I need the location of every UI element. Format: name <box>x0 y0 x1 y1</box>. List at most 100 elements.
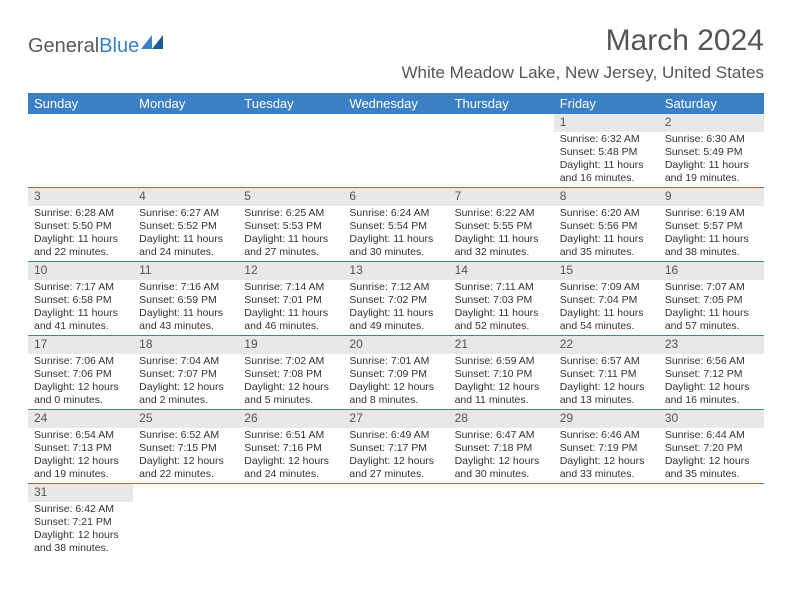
day-dl: Daylight: 12 hours and 11 minutes. <box>455 381 548 407</box>
day-sr: Sunrise: 6:22 AM <box>455 207 548 220</box>
day-dl: Daylight: 11 hours and 30 minutes. <box>349 233 442 259</box>
calendar-day-cell: .... <box>238 484 343 558</box>
day-number: 19 <box>238 336 343 354</box>
day-data: Sunrise: 6:30 AMSunset: 5:49 PMDaylight:… <box>659 132 764 188</box>
day-dl: Daylight: 12 hours and 0 minutes. <box>34 381 127 407</box>
logo-text-2: Blue <box>99 35 139 58</box>
day-ss: Sunset: 7:03 PM <box>455 294 548 307</box>
calendar-day-cell: 26Sunrise: 6:51 AMSunset: 7:16 PMDayligh… <box>238 410 343 484</box>
day-ss: Sunset: 5:54 PM <box>349 220 442 233</box>
day-number: 30 <box>659 410 764 428</box>
day-data: Sunrise: 6:28 AMSunset: 5:50 PMDaylight:… <box>28 206 133 262</box>
day-ss: Sunset: 7:10 PM <box>455 368 548 381</box>
day-dl: Daylight: 11 hours and 46 minutes. <box>244 307 337 333</box>
calendar-day-cell: 1Sunrise: 6:32 AMSunset: 5:48 PMDaylight… <box>554 114 659 188</box>
calendar-week-row: ....................1Sunrise: 6:32 AMSun… <box>28 114 764 188</box>
day-sr: Sunrise: 7:11 AM <box>455 281 548 294</box>
calendar-day-cell: 8Sunrise: 6:20 AMSunset: 5:56 PMDaylight… <box>554 188 659 262</box>
day-ss: Sunset: 7:20 PM <box>665 442 758 455</box>
day-dl: Daylight: 11 hours and 43 minutes. <box>139 307 232 333</box>
day-data: Sunrise: 7:11 AMSunset: 7:03 PMDaylight:… <box>449 280 554 336</box>
day-ss: Sunset: 7:05 PM <box>665 294 758 307</box>
day-number: 13 <box>343 262 448 280</box>
day-dl: Daylight: 11 hours and 19 minutes. <box>665 159 758 185</box>
day-number: 9 <box>659 188 764 206</box>
calendar-day-cell: 2Sunrise: 6:30 AMSunset: 5:49 PMDaylight… <box>659 114 764 188</box>
day-data: Sunrise: 6:44 AMSunset: 7:20 PMDaylight:… <box>659 428 764 484</box>
day-data: Sunrise: 6:59 AMSunset: 7:10 PMDaylight:… <box>449 354 554 410</box>
calendar-day-cell: 27Sunrise: 6:49 AMSunset: 7:17 PMDayligh… <box>343 410 448 484</box>
day-dl: Daylight: 11 hours and 38 minutes. <box>665 233 758 259</box>
calendar-week-row: 31Sunrise: 6:42 AMSunset: 7:21 PMDayligh… <box>28 484 764 558</box>
day-dl: Daylight: 11 hours and 35 minutes. <box>560 233 653 259</box>
day-ss: Sunset: 5:52 PM <box>139 220 232 233</box>
logo-text-1: General <box>28 35 99 58</box>
calendar-day-cell: 7Sunrise: 6:22 AMSunset: 5:55 PMDaylight… <box>449 188 554 262</box>
day-ss: Sunset: 5:57 PM <box>665 220 758 233</box>
day-dl: Daylight: 12 hours and 27 minutes. <box>349 455 442 481</box>
day-dl: Daylight: 11 hours and 41 minutes. <box>34 307 127 333</box>
day-number: 7 <box>449 188 554 206</box>
day-sr: Sunrise: 6:56 AM <box>665 355 758 368</box>
day-sr: Sunrise: 6:19 AM <box>665 207 758 220</box>
day-number: 8 <box>554 188 659 206</box>
day-sr: Sunrise: 6:25 AM <box>244 207 337 220</box>
calendar-day-cell: 17Sunrise: 7:06 AMSunset: 7:06 PMDayligh… <box>28 336 133 410</box>
day-dl: Daylight: 12 hours and 16 minutes. <box>665 381 758 407</box>
weekday-header: Saturday <box>659 93 764 114</box>
day-number: 26 <box>238 410 343 428</box>
weekday-header: Monday <box>133 93 238 114</box>
day-ss: Sunset: 7:12 PM <box>665 368 758 381</box>
day-dl: Daylight: 11 hours and 49 minutes. <box>349 307 442 333</box>
page-title: March 2024 <box>606 24 764 58</box>
day-ss: Sunset: 7:17 PM <box>349 442 442 455</box>
day-dl: Daylight: 11 hours and 16 minutes. <box>560 159 653 185</box>
day-ss: Sunset: 7:01 PM <box>244 294 337 307</box>
day-dl: Daylight: 11 hours and 57 minutes. <box>665 307 758 333</box>
day-dl: Daylight: 12 hours and 24 minutes. <box>244 455 337 481</box>
day-number: 23 <box>659 336 764 354</box>
calendar-day-cell: 18Sunrise: 7:04 AMSunset: 7:07 PMDayligh… <box>133 336 238 410</box>
header: GeneralBlue March 2024 <box>28 24 764 61</box>
day-ss: Sunset: 7:13 PM <box>34 442 127 455</box>
day-number: 28 <box>449 410 554 428</box>
day-ss: Sunset: 5:48 PM <box>560 146 653 159</box>
day-data: Sunrise: 7:02 AMSunset: 7:08 PMDaylight:… <box>238 354 343 410</box>
day-dl: Daylight: 11 hours and 32 minutes. <box>455 233 548 259</box>
day-sr: Sunrise: 6:57 AM <box>560 355 653 368</box>
day-sr: Sunrise: 6:32 AM <box>560 133 653 146</box>
day-dl: Daylight: 12 hours and 33 minutes. <box>560 455 653 481</box>
day-data: Sunrise: 6:27 AMSunset: 5:52 PMDaylight:… <box>133 206 238 262</box>
day-ss: Sunset: 7:16 PM <box>244 442 337 455</box>
weekday-header: Thursday <box>449 93 554 114</box>
day-ss: Sunset: 7:06 PM <box>34 368 127 381</box>
calendar-table: SundayMondayTuesdayWednesdayThursdayFrid… <box>28 93 764 558</box>
day-sr: Sunrise: 6:44 AM <box>665 429 758 442</box>
calendar-day-cell: 22Sunrise: 6:57 AMSunset: 7:11 PMDayligh… <box>554 336 659 410</box>
day-sr: Sunrise: 7:02 AM <box>244 355 337 368</box>
day-dl: Daylight: 12 hours and 30 minutes. <box>455 455 548 481</box>
day-data: Sunrise: 7:04 AMSunset: 7:07 PMDaylight:… <box>133 354 238 410</box>
day-data: Sunrise: 6:20 AMSunset: 5:56 PMDaylight:… <box>554 206 659 262</box>
day-sr: Sunrise: 6:49 AM <box>349 429 442 442</box>
day-sr: Sunrise: 6:46 AM <box>560 429 653 442</box>
calendar-day-cell: 24Sunrise: 6:54 AMSunset: 7:13 PMDayligh… <box>28 410 133 484</box>
location-text: White Meadow Lake, New Jersey, United St… <box>28 63 764 83</box>
day-number: 27 <box>343 410 448 428</box>
day-number: 18 <box>133 336 238 354</box>
day-ss: Sunset: 7:08 PM <box>244 368 337 381</box>
day-dl: Daylight: 12 hours and 13 minutes. <box>560 381 653 407</box>
calendar-day-cell: .... <box>133 484 238 558</box>
calendar-day-cell: 10Sunrise: 7:17 AMSunset: 6:58 PMDayligh… <box>28 262 133 336</box>
day-ss: Sunset: 6:58 PM <box>34 294 127 307</box>
calendar-day-cell: 12Sunrise: 7:14 AMSunset: 7:01 PMDayligh… <box>238 262 343 336</box>
weekday-header: Tuesday <box>238 93 343 114</box>
calendar-day-cell: 31Sunrise: 6:42 AMSunset: 7:21 PMDayligh… <box>28 484 133 558</box>
day-number: 15 <box>554 262 659 280</box>
day-sr: Sunrise: 6:20 AM <box>560 207 653 220</box>
calendar-day-cell: 6Sunrise: 6:24 AMSunset: 5:54 PMDaylight… <box>343 188 448 262</box>
day-ss: Sunset: 7:09 PM <box>349 368 442 381</box>
day-number: 25 <box>133 410 238 428</box>
calendar-day-cell: 23Sunrise: 6:56 AMSunset: 7:12 PMDayligh… <box>659 336 764 410</box>
day-data: Sunrise: 6:42 AMSunset: 7:21 PMDaylight:… <box>28 502 133 558</box>
